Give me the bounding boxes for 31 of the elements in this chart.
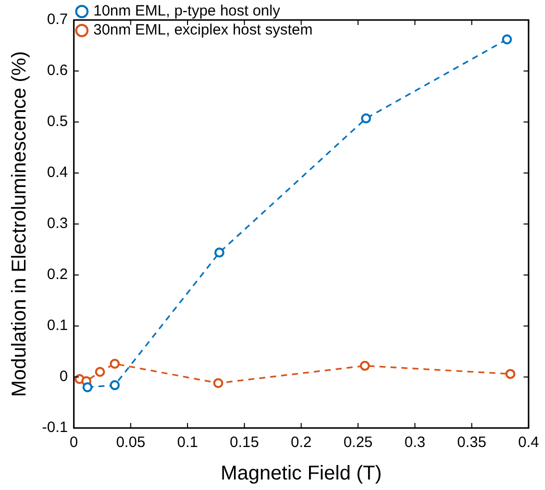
x-axis-title: Magnetic Field (T) xyxy=(220,462,382,485)
point xyxy=(82,382,92,392)
point xyxy=(502,34,512,44)
x-tick-label: 0.1 xyxy=(177,434,198,452)
point xyxy=(110,358,120,369)
y-tick-label: 0.7 xyxy=(46,11,68,28)
point xyxy=(361,113,372,124)
x-tick-label: 0.15 xyxy=(230,434,259,452)
y-tick-label: 0.6 xyxy=(46,62,68,80)
y-tick-label: 0.5 xyxy=(46,113,68,130)
y-tick-label: 0.2 xyxy=(46,266,68,284)
x-tick-label: 0.35 xyxy=(457,434,486,452)
point xyxy=(214,248,224,258)
x-tick-label: 0.25 xyxy=(343,434,373,452)
x-tick-label: 0.4 xyxy=(518,434,540,452)
x-tick-label: 0.3 xyxy=(404,434,426,452)
legend-label: 30nm EML, exciplex host system xyxy=(93,22,313,39)
legend-label: 10nm EML, p-type host only xyxy=(93,2,281,20)
y-tick-label: -0.1 xyxy=(42,419,68,436)
point xyxy=(213,378,224,388)
point xyxy=(360,360,370,371)
y-tick-label: 0.1 xyxy=(46,317,68,334)
x-tick-label: 0.2 xyxy=(290,434,312,452)
point xyxy=(110,380,120,390)
y-tick-label: 0.3 xyxy=(46,215,68,232)
x-tick-label: 0.05 xyxy=(116,434,146,452)
point xyxy=(94,366,105,377)
y-axis-title: Modulation in Electroluminescence (%) xyxy=(8,51,31,397)
y-tick-label: 0.4 xyxy=(46,164,68,182)
point xyxy=(505,368,516,379)
y-tick-label: 0 xyxy=(60,368,68,386)
